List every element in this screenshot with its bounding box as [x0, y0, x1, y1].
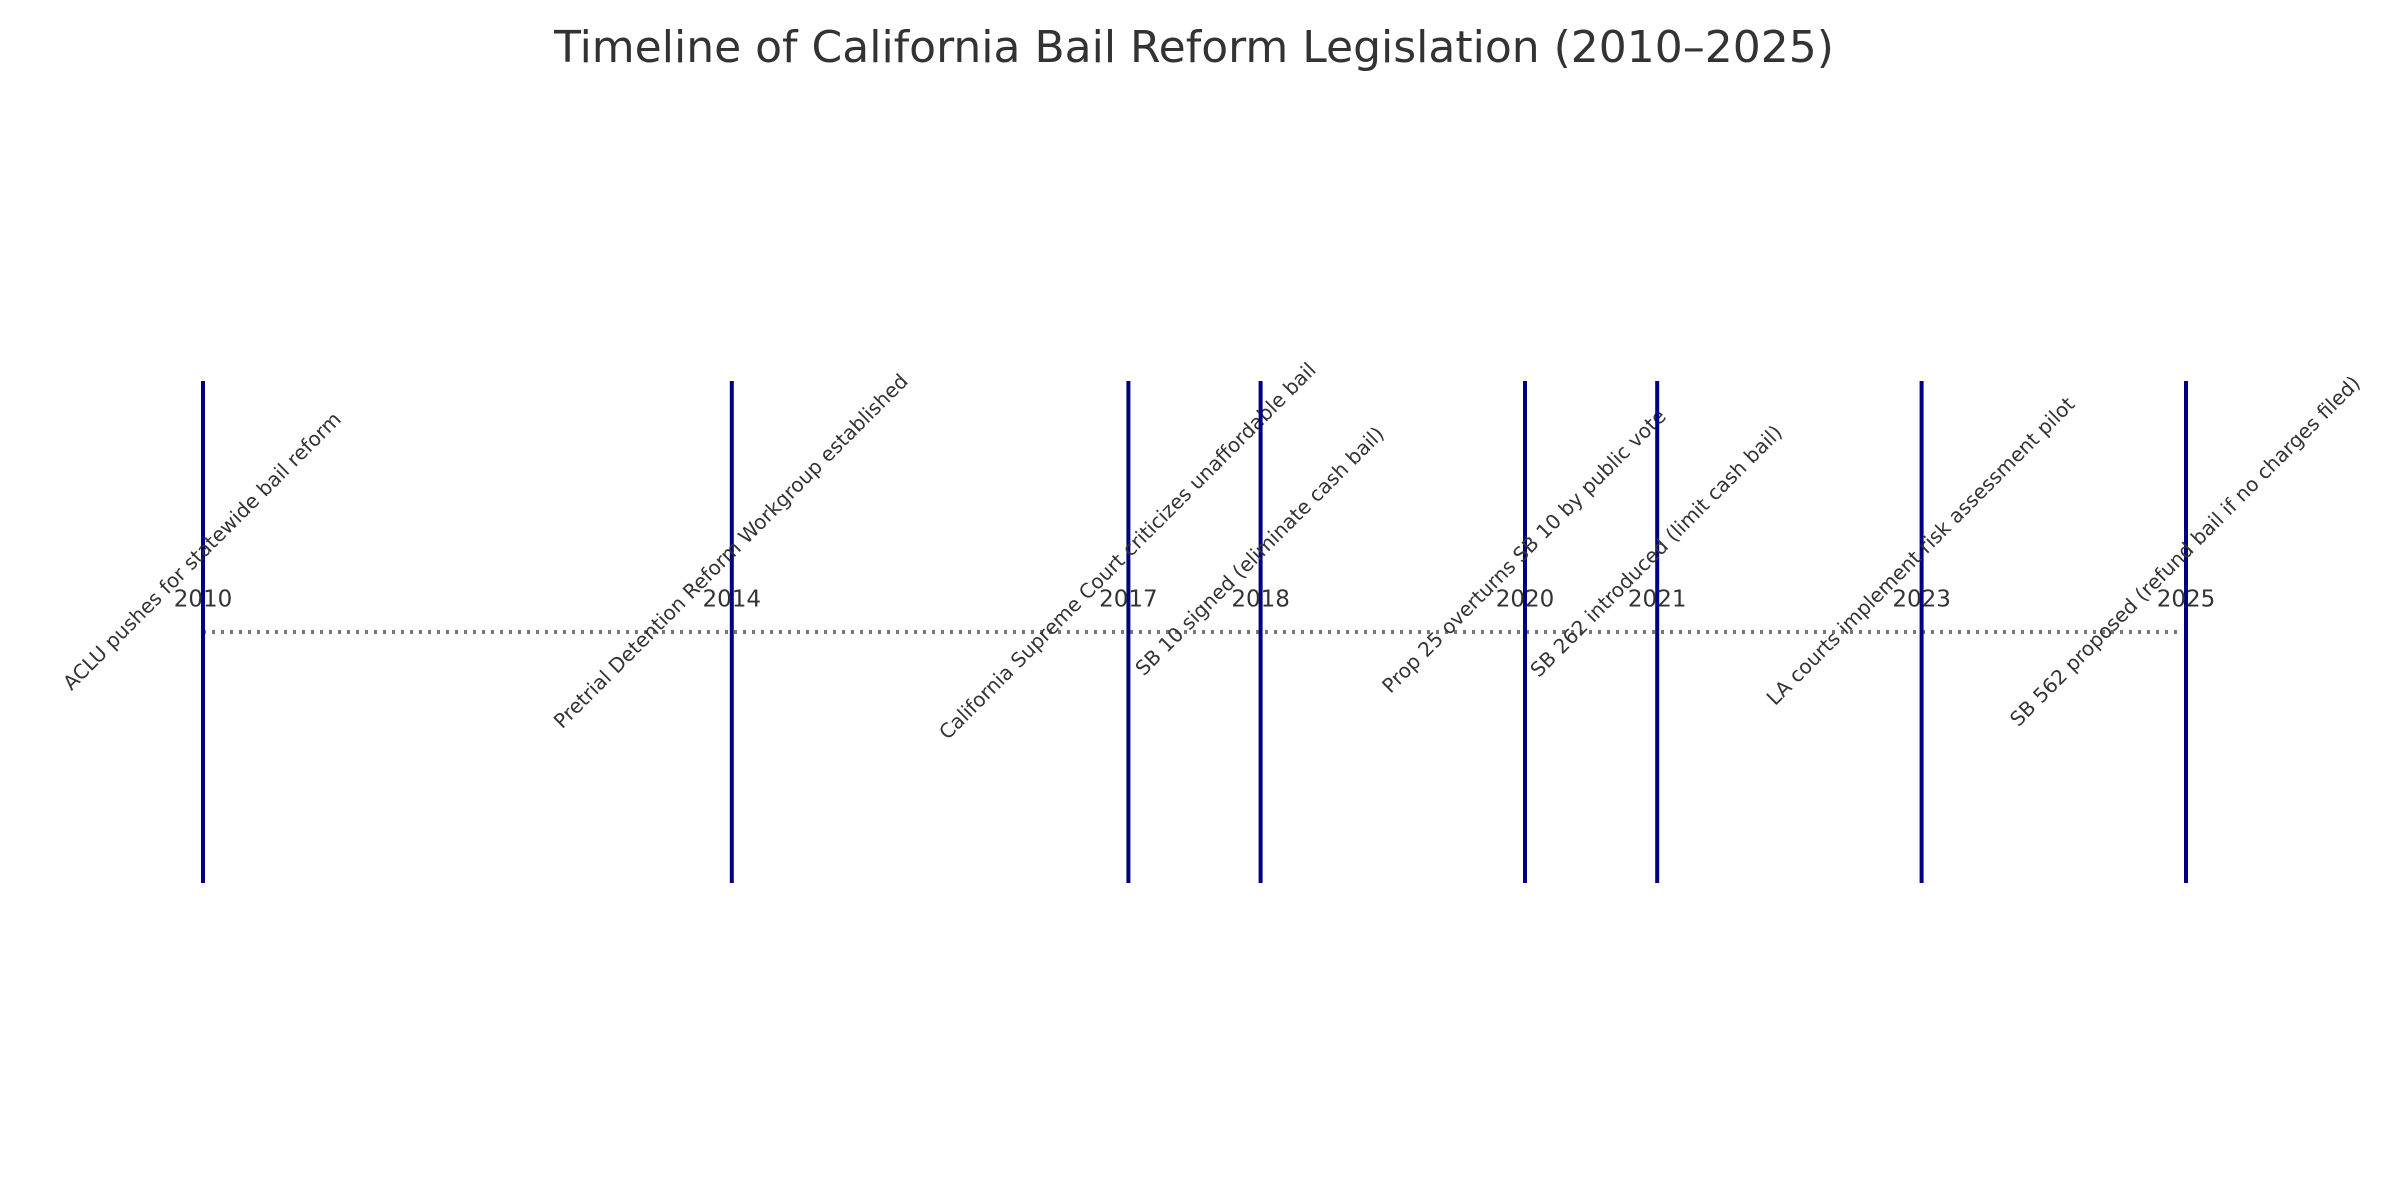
chart-title: Timeline of California Bail Reform Legis… [553, 22, 1834, 73]
year-label: 2020 [1496, 587, 1555, 613]
year-label: 2018 [1231, 587, 1290, 613]
year-label: 2017 [1099, 587, 1158, 613]
year-label: 2021 [1628, 587, 1687, 613]
year-label: 2025 [2157, 587, 2216, 613]
year-label: 2023 [1892, 587, 1951, 613]
year-label: 2010 [174, 587, 233, 613]
year-label: 2014 [703, 587, 762, 613]
